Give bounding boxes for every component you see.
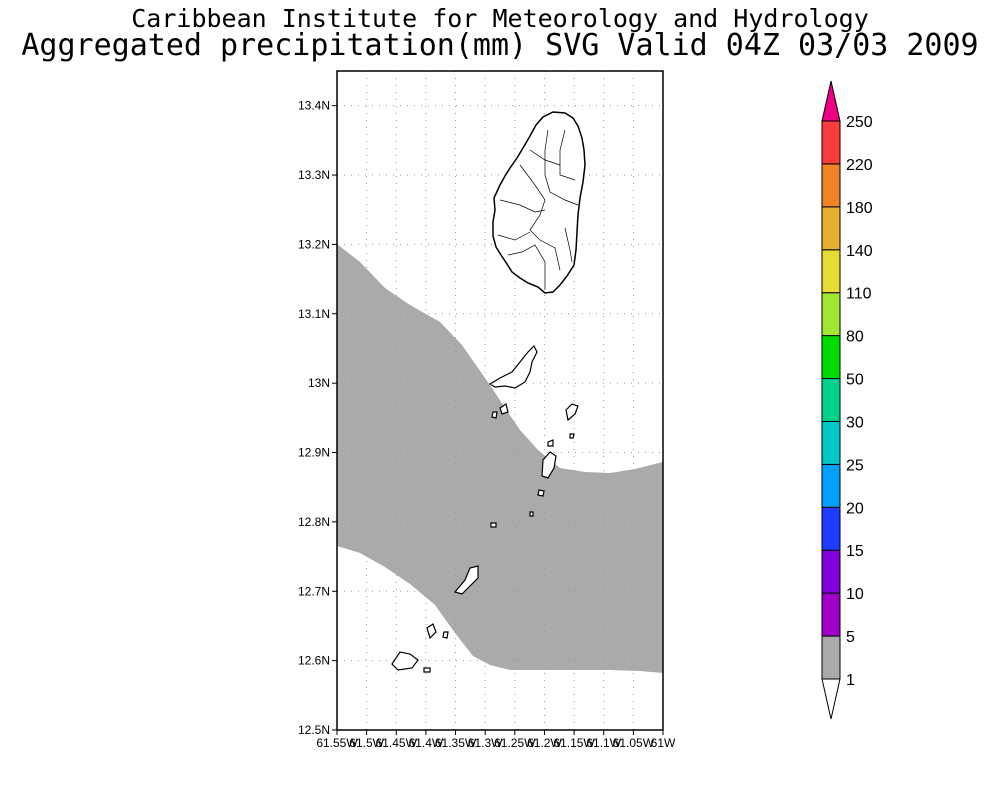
colorbar-level-label: 220 [846, 157, 873, 174]
islet-1 [499, 403, 509, 415]
islet-5 [490, 522, 497, 528]
mayreau-island [537, 489, 545, 497]
map-gridlines [337, 71, 663, 730]
colorbar-level-label: 80 [846, 329, 864, 346]
colorbar-level-label: 5 [846, 629, 855, 646]
lon-tick-label: 61.1W [586, 736, 621, 750]
lat-tick-label: 13.3N [298, 168, 330, 182]
colorbar-swatch [821, 592, 841, 637]
colorbar-level-label: 10 [846, 586, 864, 603]
islet-7 [442, 631, 449, 639]
st-vincent-island [492, 111, 586, 294]
lon-tick-label: 61.25W [494, 736, 536, 750]
colorbar-swatch [821, 335, 841, 380]
islet-4 [529, 511, 534, 517]
map-title-product: Aggregated precipitation(mm) SVG Valid 0… [21, 28, 979, 63]
lat-tick-label: 12.9N [298, 446, 330, 460]
lat-tick-label: 12.5N [298, 723, 330, 737]
islet-3 [547, 439, 554, 447]
colorbar-high-arrow [821, 80, 841, 122]
lon-tick-label: 61.45W [376, 736, 418, 750]
lon-tick-label: 61W [651, 736, 676, 750]
colorbar-level-label: 140 [846, 243, 873, 260]
colorbar-swatch [821, 549, 841, 594]
colorbar-level-label: 50 [846, 372, 864, 389]
colorbar-level-label: 180 [846, 200, 873, 217]
lon-tick-label: 61.5W [349, 736, 384, 750]
lon-tick-label: 61.2W [527, 736, 562, 750]
map-title-institution: Caribbean Institute for Meteorology and … [131, 4, 869, 33]
colorbar-swatch [821, 378, 841, 422]
colorbar-swatch [821, 292, 841, 337]
islet-8 [569, 433, 575, 439]
canouan-island [541, 451, 557, 479]
lon-tick-label: 61.3W [468, 736, 503, 750]
lon-tick-label: 61.55W [316, 736, 358, 750]
colorbar-swatch [821, 463, 841, 508]
map-frame [336, 70, 664, 731]
lat-tick-label: 13.1N [298, 307, 330, 321]
bequia-island [488, 344, 538, 389]
lat-tick-label: 13.2N [298, 237, 330, 251]
colorbar-level-label: 30 [846, 414, 864, 431]
colorbar-level-label: 250 [846, 114, 873, 131]
colorbar-level-label: 20 [846, 500, 864, 517]
lon-tick-label: 61.4W [409, 736, 444, 750]
lat-tick-label: 13N [308, 376, 330, 390]
grenadines-islands [391, 344, 579, 673]
colorbar-swatch [821, 163, 841, 208]
colorbar-swatch [821, 120, 841, 165]
longitude-axis: 61.55W61.5W61.45W61.4W61.35W61.3W61.25W6… [316, 730, 676, 750]
lat-tick-label: 12.7N [298, 584, 330, 598]
lat-tick-label: 13.4N [298, 99, 330, 113]
petite-martinique-island [426, 623, 437, 640]
lon-tick-label: 61.35W [435, 736, 477, 750]
colorbar-swatch [821, 206, 841, 251]
union-island [453, 565, 479, 595]
colorbar-swatch [821, 420, 841, 465]
colorbar-low-arrow [821, 678, 841, 720]
islet-6 [423, 667, 431, 673]
lon-tick-label: 61.15W [553, 736, 595, 750]
lat-tick-label: 12.8N [298, 515, 330, 529]
colorbar-level-label: 25 [846, 457, 864, 474]
colorbar-level-label: 1 [846, 672, 855, 689]
colorbar-swatch [821, 249, 841, 294]
islet-2 [491, 411, 498, 419]
colorbar-level-label: 110 [846, 286, 872, 303]
mustique-island [565, 403, 579, 422]
precipitation-area [337, 244, 663, 673]
colorbar-swatch [821, 506, 841, 551]
latitude-axis: 13.4N 13.3N 13.2N 13.1N 13N 12.9N 12.8N 12.7N 12… [298, 99, 337, 737]
lon-tick-label: 61.05W [613, 736, 655, 750]
colorbar-swatch [821, 635, 841, 680]
lat-tick-label: 12.6N [298, 654, 330, 668]
colorbar-level-label: 15 [846, 543, 864, 560]
carriacou-island [391, 651, 419, 671]
